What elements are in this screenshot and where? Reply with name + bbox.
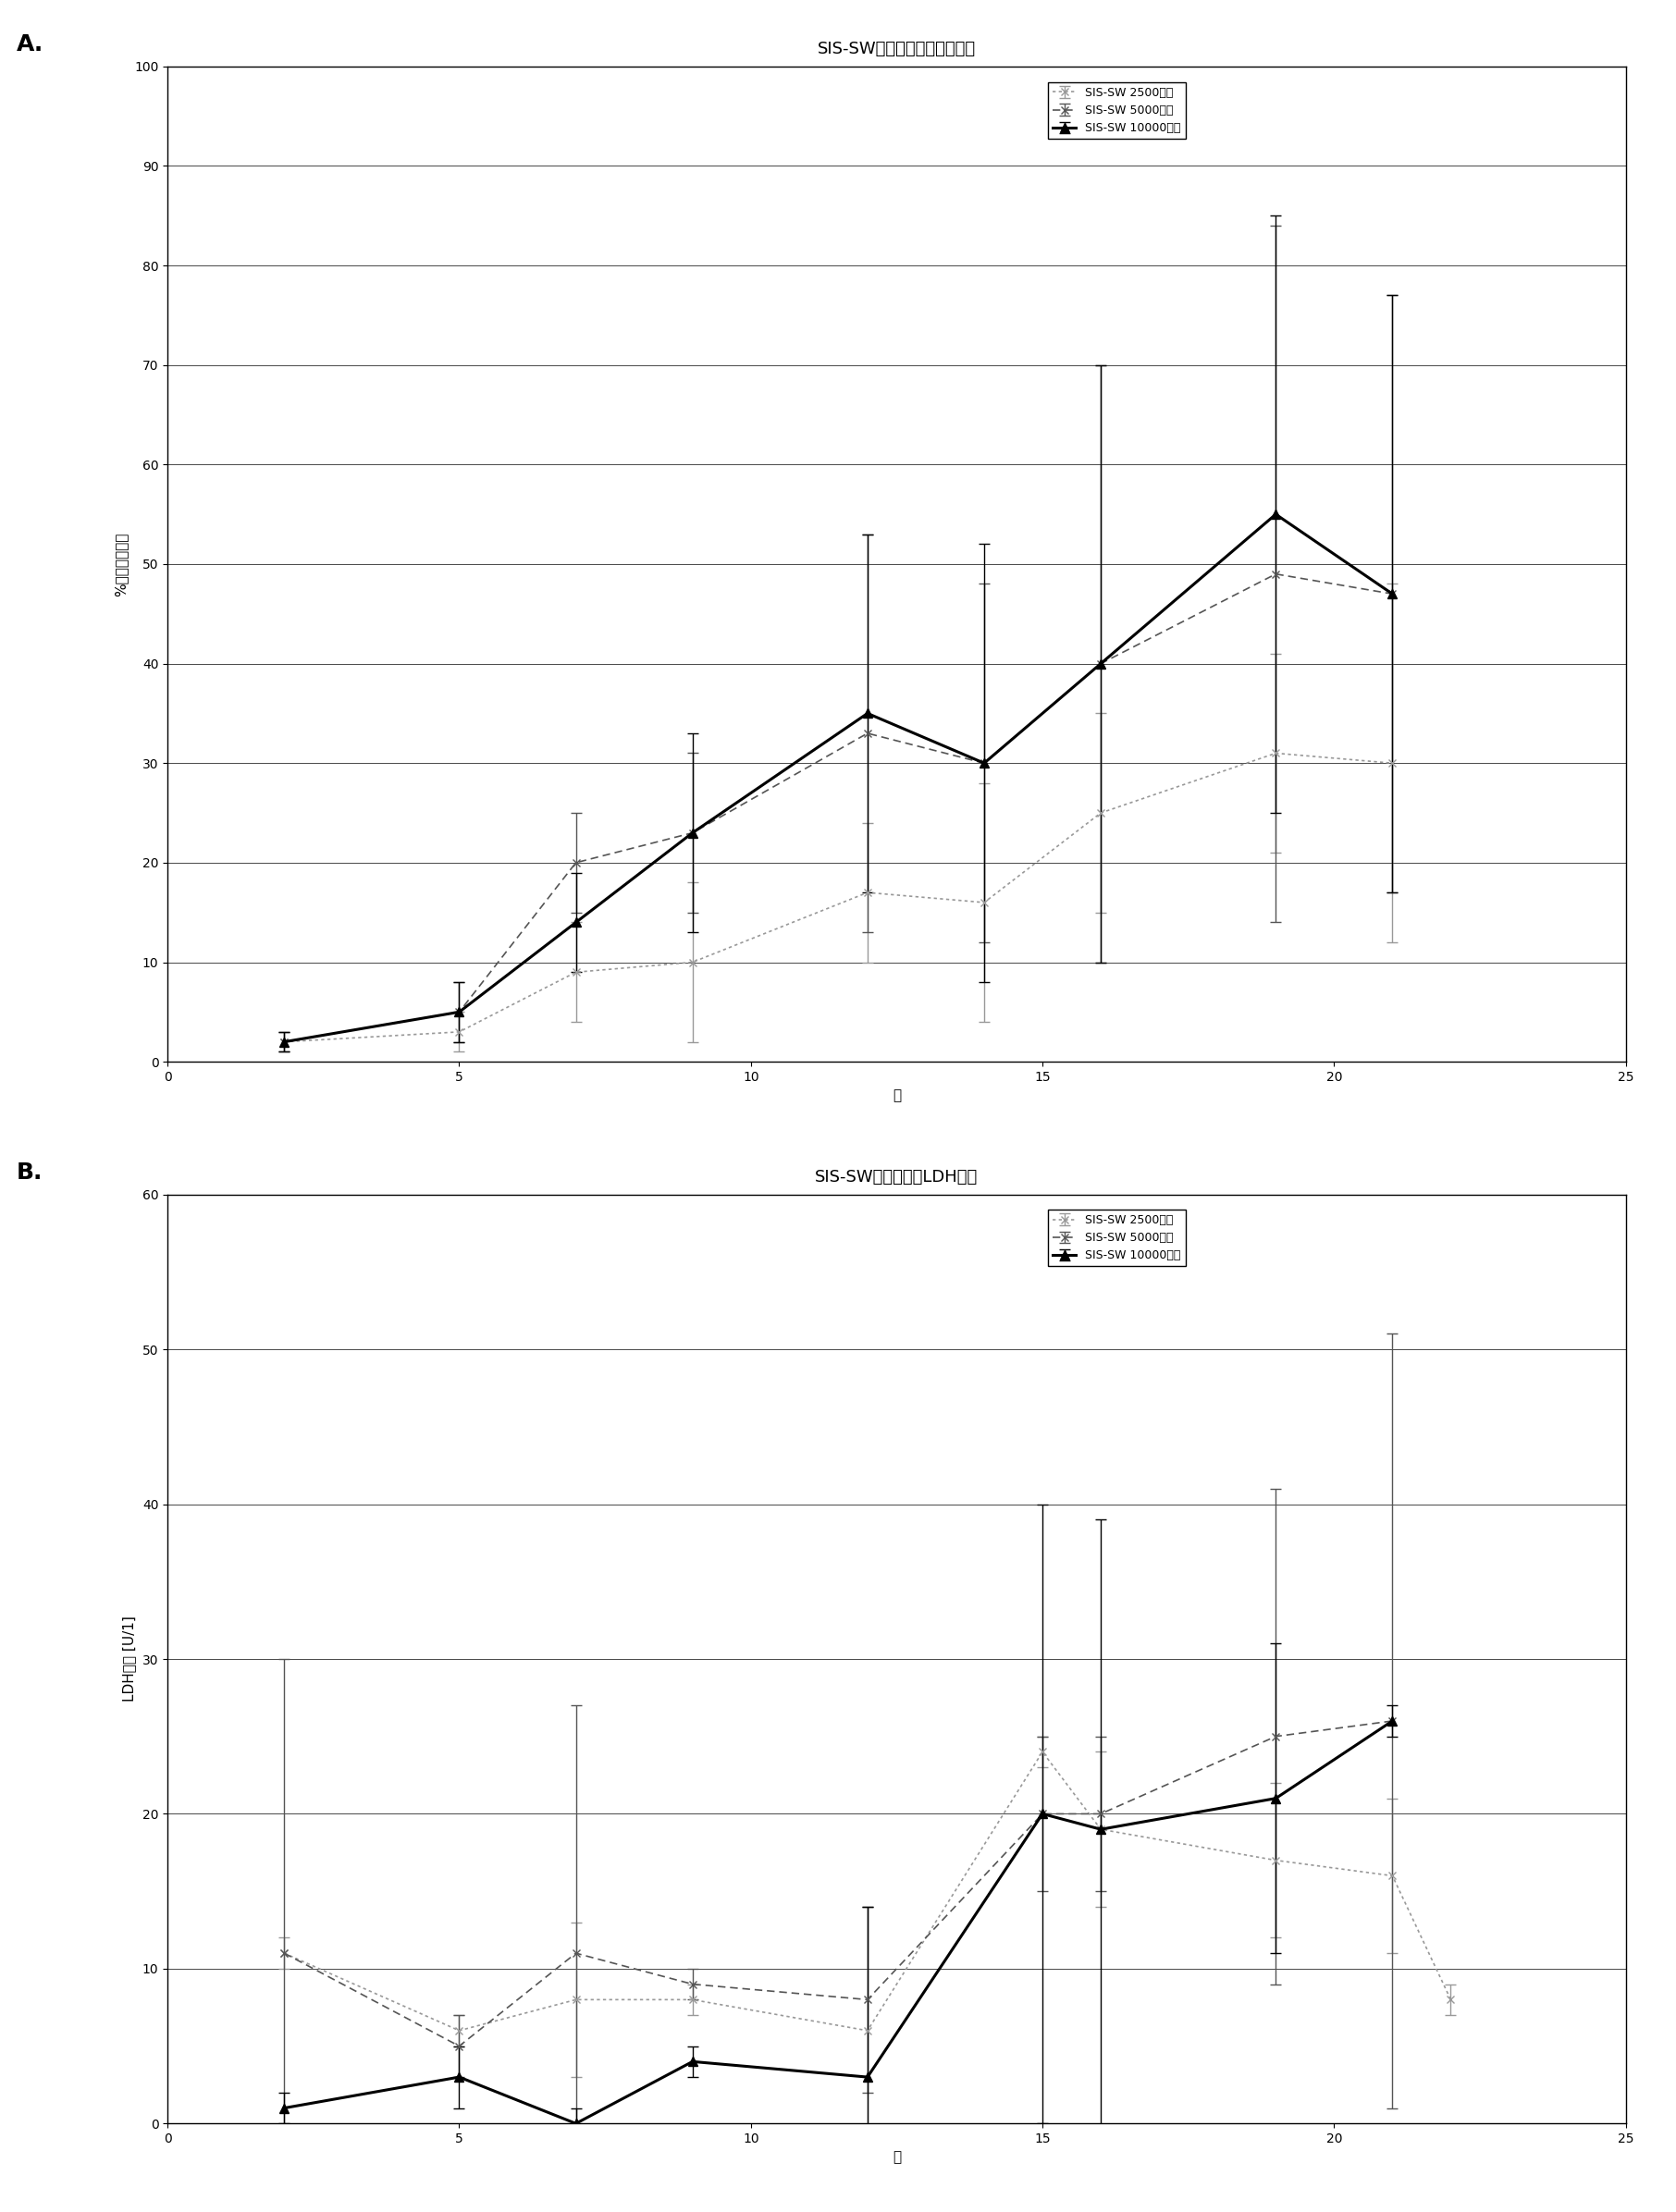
Text: A.: A. [17,33,44,55]
Title: SIS-SW培养物中的LDH释放: SIS-SW培养物中的LDH释放 [815,1168,979,1186]
Title: SIS-SW培养物中的葡萄糖消耗: SIS-SW培养物中的葡萄糖消耗 [818,40,975,58]
Legend: SIS-SW 2500接种, SIS-SW 5000接种, SIS-SW 10000接种: SIS-SW 2500接种, SIS-SW 5000接种, SIS-SW 100… [1048,82,1185,139]
Y-axis label: %所消耗葡萄糖: %所消耗葡萄糖 [114,531,127,597]
Legend: SIS-SW 2500接种, SIS-SW 5000接种, SIS-SW 10000接种: SIS-SW 2500接种, SIS-SW 5000接种, SIS-SW 100… [1048,1210,1185,1267]
Text: B.: B. [17,1161,44,1183]
X-axis label: 天: 天 [892,2150,902,2166]
X-axis label: 天: 天 [892,1088,902,1104]
Y-axis label: LDH释放 [U/1]: LDH释放 [U/1] [122,1617,136,1701]
